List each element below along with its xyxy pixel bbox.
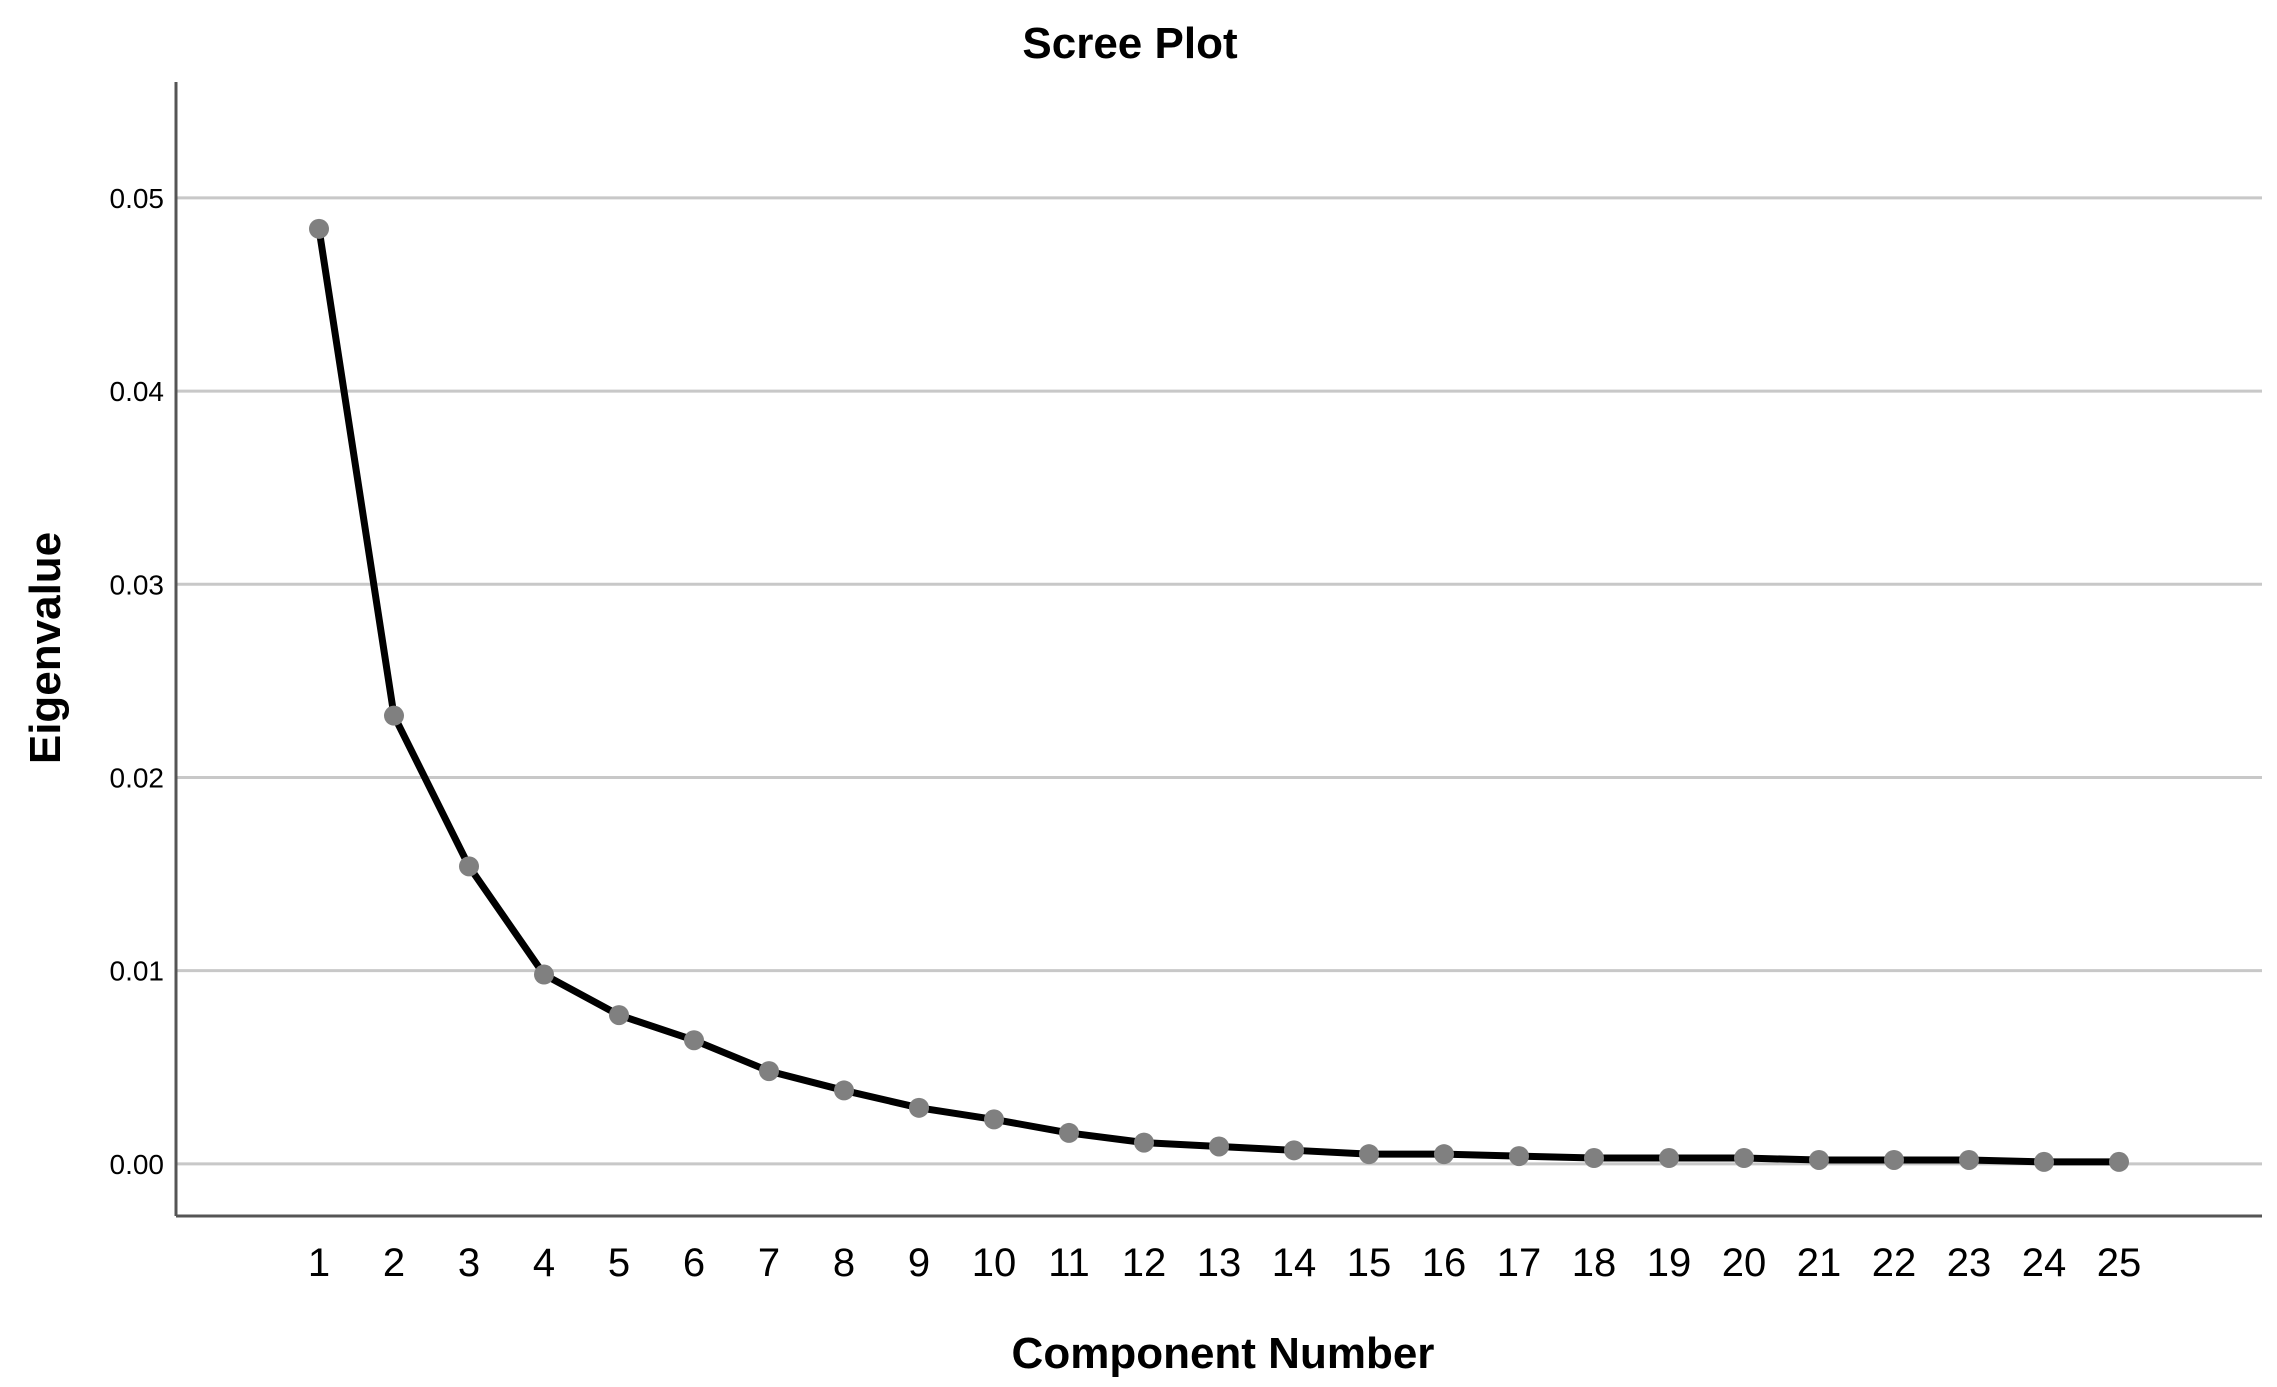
data-point-24 (2034, 1151, 2054, 1172)
y-tick-label-2: 0.02 (110, 762, 165, 793)
x-tick-label-5: 5 (608, 1241, 630, 1285)
y-tick-label-0: 0.00 (110, 1149, 165, 1180)
y-tick-label-1: 0.01 (110, 956, 165, 987)
x-tick-label-9: 9 (908, 1241, 930, 1285)
x-tick-label-16: 16 (1422, 1241, 1467, 1285)
data-points (309, 218, 2129, 1172)
data-point-11 (1059, 1122, 1079, 1143)
x-tick-label-19: 19 (1647, 1241, 1692, 1285)
data-point-16 (1434, 1144, 1454, 1165)
x-tick-label-17: 17 (1497, 1241, 1542, 1285)
axes (174, 82, 2262, 1218)
data-point-15 (1359, 1144, 1379, 1165)
data-point-8 (834, 1080, 854, 1101)
chart-title: Scree Plot (1022, 19, 1238, 68)
data-point-1 (309, 218, 329, 239)
y-axis-title: Eigenvalue (21, 532, 70, 764)
series-eigenvalue (315, 225, 2123, 1166)
data-point-12 (1134, 1132, 1154, 1153)
x-tick-label-24: 24 (2022, 1241, 2067, 1285)
data-point-9 (909, 1097, 929, 1118)
x-tick-label-7: 7 (758, 1241, 780, 1285)
x-tick-label-20: 20 (1722, 1241, 1767, 1285)
y-tick-label-5: 0.05 (110, 183, 165, 214)
x-tick-label-14: 14 (1272, 1241, 1317, 1285)
x-tick-label-10: 10 (972, 1241, 1017, 1285)
x-tick-label-21: 21 (1797, 1241, 1842, 1285)
data-point-25 (2109, 1151, 2129, 1172)
gridlines (176, 196, 2262, 1166)
data-point-23 (1959, 1149, 1979, 1170)
data-point-2 (384, 705, 404, 726)
x-tick-label-8: 8 (833, 1241, 855, 1285)
x-tick-label-23: 23 (1947, 1241, 1992, 1285)
x-tick-label-18: 18 (1572, 1241, 1617, 1285)
x-tick-label-12: 12 (1122, 1241, 1167, 1285)
data-point-7 (759, 1061, 779, 1082)
data-point-10 (984, 1109, 1004, 1130)
x-tick-label-6: 6 (683, 1241, 705, 1285)
x-tick-label-13: 13 (1197, 1241, 1242, 1285)
data-point-18 (1584, 1148, 1604, 1169)
data-point-22 (1884, 1149, 1904, 1170)
x-axis-title: Component Number (1012, 1329, 1435, 1378)
x-tick-label-15: 15 (1347, 1241, 1392, 1285)
data-point-20 (1734, 1148, 1754, 1169)
data-point-19 (1659, 1148, 1679, 1169)
x-tick-labels: 1 2 3 4 5 6 7 8 9 10 11 12 13 14 15 16 17 18 19 20 21 22 23 24 2… (308, 1241, 2141, 1285)
x-tick-label-1: 1 (308, 1241, 330, 1285)
data-point-5 (609, 1005, 629, 1026)
x-tick-label-2: 2 (383, 1241, 405, 1285)
x-tick-label-11: 11 (1048, 1241, 1090, 1285)
data-point-3 (459, 856, 479, 877)
x-tick-label-22: 22 (1872, 1241, 1917, 1285)
data-point-13 (1209, 1136, 1229, 1157)
data-point-21 (1809, 1149, 1829, 1170)
x-tick-label-25: 25 (2097, 1241, 2142, 1285)
x-tick-label-3: 3 (458, 1241, 480, 1285)
data-point-4 (534, 964, 554, 985)
y-tick-label-4: 0.04 (110, 376, 165, 407)
data-point-17 (1509, 1146, 1529, 1167)
series-line (315, 225, 2123, 1166)
x-tick-label-4: 4 (533, 1241, 555, 1285)
data-point-6 (684, 1030, 704, 1051)
data-point-14 (1284, 1140, 1304, 1161)
y-tick-label-3: 0.03 (110, 569, 165, 600)
y-tick-labels: 0.00 0.01 0.02 0.03 0.04 0.05 (110, 183, 165, 1180)
